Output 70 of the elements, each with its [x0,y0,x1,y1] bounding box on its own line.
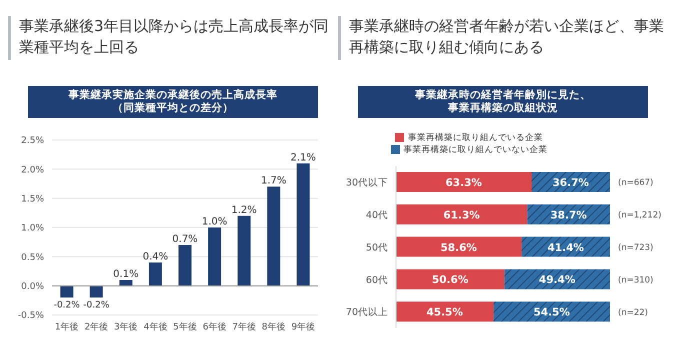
chart-subtitle: 事業継承実施企業の承継後の売上高成長率（同業種平均との差分） [68,89,278,115]
x-tick-label: 7年後 [232,321,256,332]
y-tick-label: 0.0% [21,282,44,292]
chart-title: 事業承継時の経営者年齢が若い企業ほど、事業再構築に取り組む傾向にある [338,16,668,60]
y-tick-label: 1.0% [21,224,44,234]
data-label: 1.7% [260,176,286,187]
data-label: 2.1% [290,152,316,164]
data-label: 58.6% [440,242,478,254]
bar [493,302,610,322]
text: (n=667) [618,178,654,188]
text: (n=723) [618,243,654,254]
x-tick-label: 2年後 [84,321,108,332]
y-tick-label: 40代 [366,210,388,221]
x-tick-label: 8年後 [262,321,286,332]
data-label: 63.3% [446,177,482,189]
text: (n=310) [618,275,654,286]
data-label: 54.5% [533,306,570,319]
legend-label: 事業再構築に取り組んでいる企業 [408,133,543,143]
y-tick-label: 50代 [366,242,388,254]
bar [148,262,162,286]
data-label: 1.0% [202,216,228,228]
y-tick-label: 2.0% [21,165,44,176]
bar [527,204,610,224]
x-tick-label: 6年後 [202,321,226,332]
y-tick-label: 60代 [366,274,388,286]
data-label: 45.5% [426,306,464,319]
bar [396,302,494,322]
bar [396,269,504,290]
bar [396,236,522,257]
y-tick-label: 30代以下 [346,176,388,189]
legend-label: 事業再構築に取り組んでいない企業 [404,145,548,155]
data-label: 36.7% [552,177,590,189]
data-label: 41.4% [547,242,584,254]
data-label: 1.2% [231,204,257,216]
bar [238,216,251,286]
bar [119,280,132,286]
data-label: 0.4% [142,252,168,262]
bar [296,163,310,286]
text: (n=22) [618,308,648,318]
y-tick-label: 0.5% [21,252,44,263]
bar [531,172,610,192]
y-tick-label: 70代以上 [346,306,388,318]
bar [504,269,610,290]
y-tick-label: 2.5% [21,136,44,146]
data-label: 38.7% [550,209,588,222]
x-tick-label: 5年後 [173,321,197,332]
bar [396,204,528,224]
x-tick-label: 4年後 [144,321,168,332]
data-label: 0.1% [113,269,139,280]
bar [208,228,222,286]
x-tick-label: 9年後 [291,321,316,332]
data-label: 61.3% [443,209,480,222]
x-tick-label: 3年後 [114,321,138,332]
data-label: 0.7% [172,234,198,245]
bar [90,286,103,298]
data-label: 49.4% [538,274,576,286]
y-tick-label: 1.5% [21,194,44,205]
y-tick-label: -0.5% [18,311,44,322]
bar [60,286,74,298]
bar [521,236,610,257]
chart-title: 事業承継後3年目以降からは売上高成長率が同業種平均を上回る [8,16,338,60]
bar [396,172,532,192]
chart-subtitle: 事業継承時の経営者年齢別に見た、事業再構築の取組状況 [414,89,592,115]
bar [178,245,192,286]
x-tick-label: 1年後 [54,321,79,332]
bar [267,186,280,286]
data-label: -0.2% [83,300,110,310]
data-label: -0.2% [54,300,80,310]
text: (n=1,212) [618,210,662,221]
data-label: 50.6% [432,274,469,286]
